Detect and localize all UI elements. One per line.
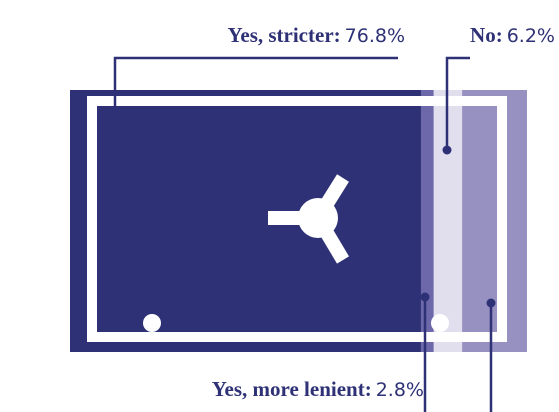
bar-group [70, 90, 527, 352]
leaders [110, 56, 496, 412]
value-label: 6.2% [507, 25, 555, 47]
category-label: Yes, stricter: [228, 23, 341, 47]
hinge [431, 314, 449, 332]
value-label: 76.8% [345, 25, 405, 47]
label: Yes, more lenient: 2.8% [212, 377, 424, 401]
label: No: 6.2% [470, 23, 555, 47]
bar-segment [462, 90, 527, 352]
category-label: Yes, more lenient: [212, 377, 372, 401]
dial [298, 198, 338, 238]
leader-line [113, 56, 398, 145]
bar-segment [420, 90, 434, 352]
leader-line [445, 56, 470, 150]
door-frame [87, 96, 507, 342]
label: Yes, stricter: 76.8% [228, 23, 405, 47]
leader-dot [442, 145, 452, 155]
leader-dot [420, 292, 430, 302]
value-label: 2.8% [376, 379, 424, 401]
leader-dot [486, 298, 496, 308]
leader-dot [110, 140, 120, 150]
safe-decoration [87, 96, 507, 342]
category-label: No: [470, 23, 503, 47]
hinge [143, 314, 161, 332]
bar-segment [70, 90, 421, 352]
